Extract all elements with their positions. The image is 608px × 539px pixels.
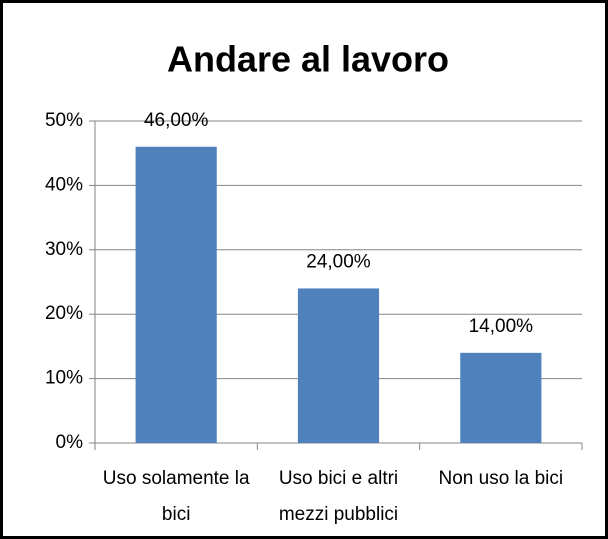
y-tick-label: 30% bbox=[45, 239, 83, 260]
chart: Andare al lavoro 0% 10% 20% 30% 40% 50% 46,00%… bbox=[45, 39, 583, 453]
chart-title: Andare al lavoro bbox=[167, 39, 449, 80]
bar bbox=[135, 146, 217, 443]
bar bbox=[460, 352, 542, 443]
data-label: 24,00% bbox=[306, 251, 371, 272]
x-tick-label: Uso bici e altri mezzi pubblici bbox=[278, 468, 399, 525]
y-tick-label: 20% bbox=[45, 303, 83, 324]
y-tick-label: 50% bbox=[45, 110, 83, 131]
y-tick-label: 40% bbox=[45, 174, 83, 195]
bar bbox=[297, 288, 380, 443]
data-label: 14,00% bbox=[469, 316, 534, 337]
x-tick-label: Uso solamente la bici bbox=[102, 468, 250, 525]
data-label: 46,00% bbox=[144, 110, 209, 131]
y-tick-label: 10% bbox=[45, 368, 83, 389]
y-tick-label: 0% bbox=[56, 432, 84, 453]
x-tick-label: Non uso la bici bbox=[438, 468, 564, 489]
